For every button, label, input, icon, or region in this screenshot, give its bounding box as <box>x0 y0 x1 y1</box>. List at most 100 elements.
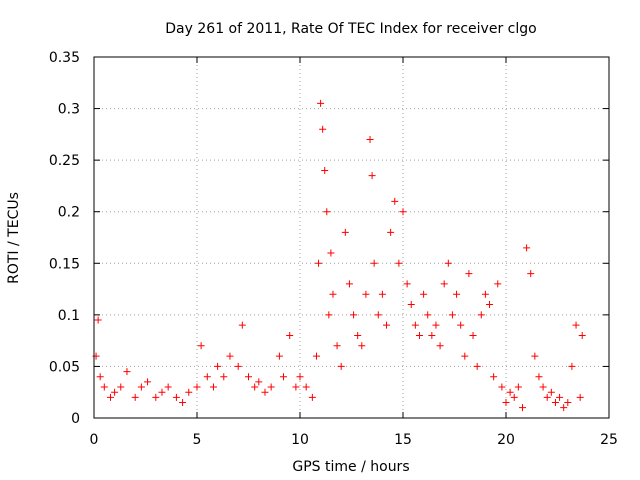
y-tick-label: 0 <box>71 411 80 427</box>
data-point <box>391 197 399 205</box>
data-point <box>255 378 263 386</box>
data-point <box>444 259 452 267</box>
y-tick-label: 0.05 <box>49 359 80 375</box>
data-point <box>345 280 353 288</box>
x-axis-label: GPS time / hours <box>292 459 409 475</box>
data-point <box>214 362 222 370</box>
data-point <box>551 399 559 407</box>
data-point <box>315 259 323 267</box>
data-point <box>481 290 489 298</box>
data-point <box>506 388 514 396</box>
data-point <box>486 301 494 309</box>
data-point <box>415 331 423 339</box>
data-point <box>350 311 358 319</box>
data-point <box>96 373 104 381</box>
data-point <box>473 362 481 370</box>
data-point <box>370 259 378 267</box>
data-point <box>436 342 444 350</box>
data-point <box>251 383 259 391</box>
data-point <box>267 383 275 391</box>
data-point <box>387 228 395 236</box>
data-point <box>261 388 269 396</box>
data-point <box>403 280 411 288</box>
y-tick-label: 0.1 <box>58 308 80 324</box>
data-point <box>477 311 485 319</box>
data-point <box>321 166 329 174</box>
data-point <box>158 388 166 396</box>
data-point <box>527 270 535 278</box>
data-point <box>185 388 193 396</box>
data-point <box>234 362 242 370</box>
data-point <box>238 321 246 329</box>
data-point <box>448 311 456 319</box>
data-point <box>333 342 341 350</box>
y-tick-label: 0.15 <box>49 256 80 272</box>
data-point <box>358 342 366 350</box>
data-point <box>523 244 531 252</box>
data-point <box>465 270 473 278</box>
data-point <box>302 383 310 391</box>
x-tick-label: 10 <box>291 432 309 448</box>
data-point <box>308 393 316 401</box>
data-point <box>490 373 498 381</box>
data-point <box>203 373 211 381</box>
data-point <box>172 393 180 401</box>
data-point <box>498 383 506 391</box>
y-tick-label: 0.25 <box>49 153 80 169</box>
data-point <box>531 352 539 360</box>
data-point <box>461 352 469 360</box>
data-point <box>179 399 187 407</box>
data-point <box>131 393 139 401</box>
data-point <box>568 362 576 370</box>
data-point <box>317 99 325 107</box>
data-point <box>111 388 119 396</box>
data-points <box>92 99 586 412</box>
data-point <box>383 321 391 329</box>
data-point <box>399 208 407 216</box>
data-point <box>440 280 448 288</box>
axis-ticks <box>93 56 610 419</box>
data-point <box>457 321 465 329</box>
data-point <box>354 331 362 339</box>
data-point <box>539 383 547 391</box>
data-point <box>378 290 386 298</box>
data-point <box>543 393 551 401</box>
data-point <box>152 393 160 401</box>
data-point <box>197 342 205 350</box>
data-point <box>510 393 518 401</box>
data-point <box>572 321 580 329</box>
data-point <box>123 368 131 376</box>
data-point <box>164 383 172 391</box>
data-point <box>547 388 555 396</box>
data-point <box>556 393 564 401</box>
data-point <box>564 399 572 407</box>
data-point <box>280 373 288 381</box>
x-tick-label: 5 <box>193 432 202 448</box>
data-point <box>209 383 217 391</box>
data-point <box>327 249 335 257</box>
data-point <box>494 280 502 288</box>
data-point <box>374 311 382 319</box>
data-point <box>502 399 510 407</box>
data-point <box>420 290 428 298</box>
data-point <box>220 373 228 381</box>
data-point <box>518 404 526 412</box>
x-tick-label: 25 <box>600 432 618 448</box>
data-point <box>325 311 333 319</box>
data-point <box>578 331 586 339</box>
x-tick-label: 0 <box>90 432 99 448</box>
data-point <box>94 316 102 324</box>
data-point <box>193 383 201 391</box>
data-point <box>329 290 337 298</box>
data-point <box>245 373 252 381</box>
y-tick-label: 0.3 <box>58 102 80 118</box>
data-point <box>226 352 234 360</box>
data-point <box>407 301 415 309</box>
data-point <box>395 259 403 267</box>
data-point <box>100 383 108 391</box>
data-point <box>366 136 374 144</box>
data-point <box>275 352 283 360</box>
data-point <box>469 331 477 339</box>
data-point <box>424 311 432 319</box>
data-point <box>296 373 304 381</box>
